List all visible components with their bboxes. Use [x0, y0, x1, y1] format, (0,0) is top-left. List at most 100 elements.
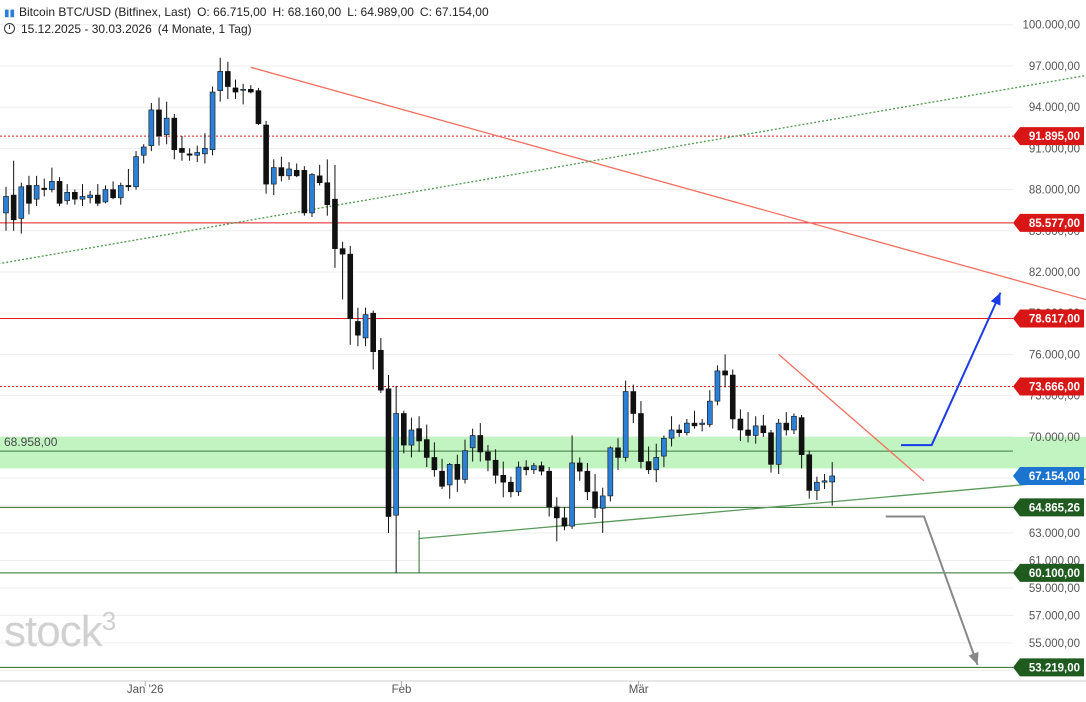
price-tag-bg [1013, 309, 1084, 328]
bearish-scenario-arrow-head [968, 651, 979, 665]
candle-up [668, 429, 675, 439]
candle-up [18, 186, 25, 219]
candle-down [783, 422, 790, 431]
candle-down [485, 451, 491, 461]
red-short-trendline [778, 353, 925, 482]
candle-up [117, 185, 124, 199]
candle-down [592, 491, 598, 509]
candle-down [263, 124, 269, 185]
candle-up [653, 457, 660, 471]
candle-down [454, 464, 461, 480]
candle-up [531, 465, 537, 471]
x-tick-label: Feb [392, 684, 412, 696]
price-tag-bg [1013, 127, 1084, 146]
price-tag: 73.666,00 [1013, 377, 1084, 396]
candle-down [630, 391, 637, 414]
candle-down [561, 517, 568, 527]
price-tag-label: 60.100,00 [1029, 568, 1080, 580]
candle-up [362, 314, 369, 339]
clock-icon [4, 23, 15, 34]
price-tag: 78.617,00 [1013, 309, 1084, 328]
candle-up [714, 370, 721, 402]
candle-up [699, 422, 705, 425]
candle-down [339, 248, 346, 255]
price-tag: 85.577,00 [1013, 213, 1084, 232]
price-tag-bg [1013, 466, 1084, 485]
low-value: L: 64.989,00 [347, 5, 414, 19]
x-tick-label: Jan '26 [127, 684, 164, 696]
candle-up [209, 91, 216, 151]
interval-label: (4 Monate, 1 Tag) [157, 22, 252, 36]
price-tag: 53.219,00 [1013, 658, 1084, 677]
candle-up [684, 422, 690, 434]
candle-down [316, 175, 323, 184]
candle-up [393, 413, 399, 516]
price-tag: 67.154,00 [1013, 466, 1084, 485]
price-tag: 60.100,00 [1013, 563, 1084, 582]
candle-up [706, 400, 713, 425]
candle-down [171, 117, 178, 151]
candle-down [370, 312, 377, 352]
price-tag-bg [1013, 658, 1084, 677]
candle-down [232, 87, 239, 93]
price-tag-bg [1013, 213, 1084, 232]
candle-up [286, 168, 292, 177]
candle-down [125, 185, 132, 188]
price-tag-label: 78.617,00 [1029, 313, 1080, 325]
candle-up [102, 189, 109, 203]
candle-down [324, 182, 331, 205]
green-dotted-trendline [0, 74, 1086, 265]
chart-header-period: 15.12.2025 - 30.03.2026 (4 Monate, 1 Tag) [4, 22, 252, 36]
high-value: H: 68.160,00 [272, 5, 342, 19]
candle-down [645, 461, 652, 471]
y-tick-label: 59.000,00 [1029, 583, 1080, 595]
y-tick-label: 82.000,00 [1029, 267, 1080, 279]
price-tag: 64.865,26 [1013, 498, 1084, 517]
candle-down [355, 321, 361, 336]
candle-down [186, 153, 193, 156]
candle-up [607, 447, 614, 497]
candle-down [439, 470, 445, 487]
y-tick-label: 55.000,00 [1029, 638, 1080, 650]
candle-up [309, 174, 315, 214]
candle-down [546, 470, 552, 508]
candle-down [56, 181, 63, 204]
candle-down [347, 253, 354, 320]
candle-up [202, 148, 208, 155]
candle-up [569, 462, 575, 527]
price-tag-label: 85.577,00 [1029, 218, 1080, 230]
candle-up [270, 167, 277, 185]
candle-up [515, 466, 522, 493]
candle-up [469, 435, 476, 449]
close-value: C: 67.154,00 [419, 5, 489, 19]
candle-down [385, 388, 392, 517]
y-tick-label: 94.000,00 [1029, 102, 1080, 114]
candle-up [64, 192, 70, 201]
candle-up [622, 391, 629, 458]
candle-down [156, 109, 162, 137]
y-tick-label: 97.000,00 [1029, 61, 1080, 73]
candle-down [768, 432, 774, 465]
candle-up [821, 480, 828, 483]
candle-down [615, 447, 621, 458]
candle-down [722, 370, 728, 376]
candle-down [806, 454, 813, 491]
y-tick-label: 57.000,00 [1029, 610, 1080, 622]
candle-down [760, 425, 767, 434]
candle-up [163, 117, 170, 135]
candle-up [240, 88, 246, 91]
candle-down [638, 413, 644, 462]
candle-down [523, 466, 530, 471]
candle-up [133, 156, 139, 188]
price-tag-bg [1013, 498, 1084, 517]
x-tick-label: Mär [629, 684, 649, 696]
candle-down [737, 418, 744, 431]
candle-down [400, 413, 407, 446]
candle-up [140, 146, 147, 156]
price-tag-label: 53.219,00 [1029, 662, 1080, 674]
candle-up [661, 437, 667, 457]
candle-down [538, 465, 545, 472]
candlestick-icon: ▮▮ [4, 8, 16, 19]
price-tag-bg [1013, 563, 1084, 582]
